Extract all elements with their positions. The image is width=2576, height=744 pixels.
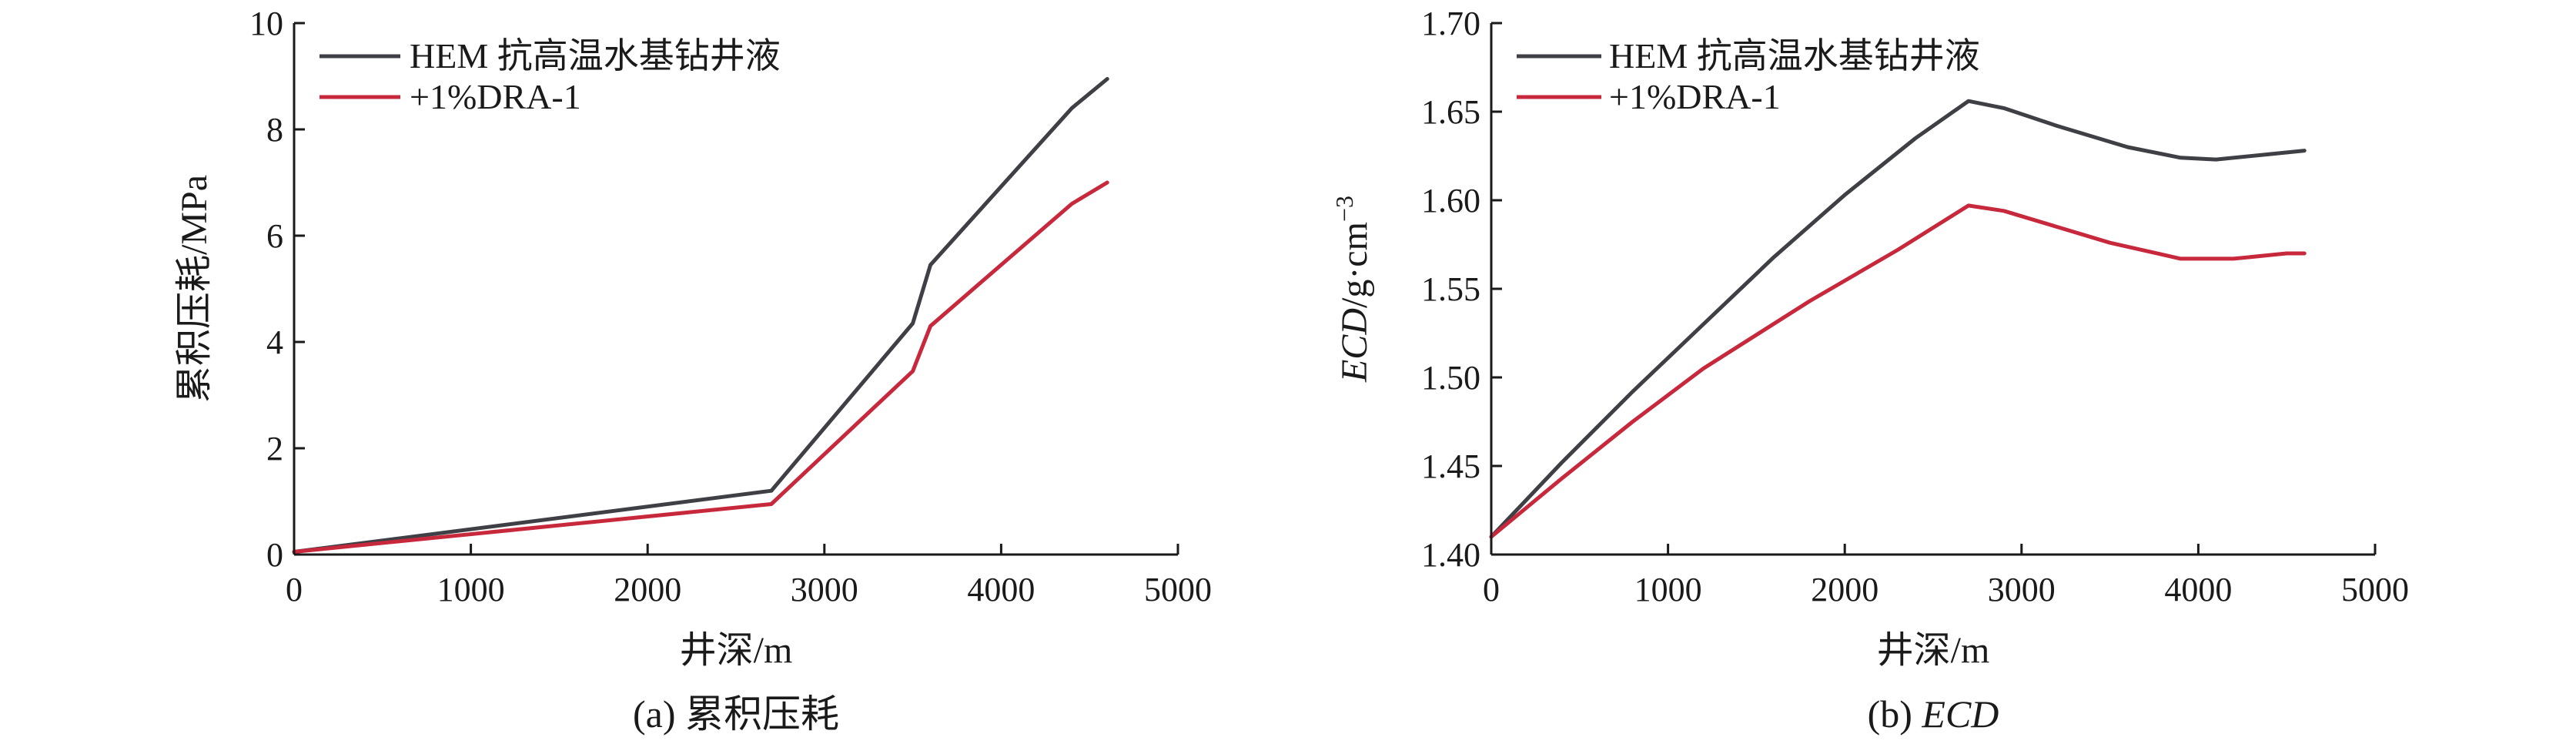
chart-b-y-label-ecd: ECD <box>1334 308 1375 383</box>
chart-a-y-tick-label: 8 <box>266 111 283 149</box>
chart-b-y-label-exponent: −3 <box>1330 196 1358 222</box>
chart-a-x-tick-label: 3000 <box>791 571 858 608</box>
chart-b-x-tick-label: 2000 <box>1811 571 1878 608</box>
chart-a-series-line-dra <box>292 180 1109 554</box>
chart-a-caption: (a) 累积压耗 <box>633 692 839 736</box>
chart-b-caption: (b) ECD <box>1868 692 1999 736</box>
chart-a-legend: HEM 抗高温水基钻井液 +1%DRA-1 <box>319 36 781 116</box>
chart-a-y-tick-label: 0 <box>266 536 283 574</box>
chart-b-x-tick-label: 1000 <box>1634 571 1702 608</box>
chart-a-x-tick-label: 0 <box>286 571 303 608</box>
chart-a-y-tick-label: 4 <box>266 323 283 361</box>
chart-b-y-tick-label: 1.65 <box>1421 93 1480 131</box>
chart-a-x-tick-label: 4000 <box>967 571 1035 608</box>
chart-b-y-tick-label: 1.60 <box>1421 182 1480 220</box>
chart-b-x-label: 井深/m <box>1877 630 1990 671</box>
chart-b-legend: HEM 抗高温水基钻井液 +1%DRA-1 <box>1517 36 1980 116</box>
chart-a-y-ticks: 0 2 4 6 8 10 <box>249 5 305 574</box>
chart-a-x-tick-label: 1000 <box>437 571 505 608</box>
chart-b-series-line-dra <box>1489 203 2307 539</box>
chart-b-y-tick-label: 1.70 <box>1421 5 1480 42</box>
chart-b-y-tick-label: 1.50 <box>1421 359 1480 397</box>
chart-b: 1.40 1.45 1.50 1.55 1.60 1.65 1.70 0 1000 2000 30… <box>1330 5 2409 736</box>
chart-b-caption-prefix: (b) <box>1868 692 1922 736</box>
chart-b-legend-label-dra: +1%DRA-1 <box>1609 77 1781 116</box>
chart-b-y-label-unit: /g·cm <box>1334 222 1375 308</box>
chart-a-y-tick-label: 2 <box>266 430 283 468</box>
chart-b-series <box>1489 99 2307 539</box>
chart-b-y-label: ECD/g·cm−3 <box>1330 196 1375 383</box>
chart-a-x-tick-label: 2000 <box>614 571 681 608</box>
chart-b-x-tick-label: 5000 <box>2341 571 2409 608</box>
chart-a-y-tick-label: 10 <box>249 5 283 42</box>
chart-a-y-tick-label: 6 <box>266 217 283 255</box>
chart-b-y-ticks: 1.40 1.45 1.50 1.55 1.60 1.65 1.70 <box>1421 5 1502 574</box>
chart-a-series-line-hem <box>292 77 1109 554</box>
chart-a-x-tick-label: 5000 <box>1144 571 1212 608</box>
chart-b-y-tick-label: 1.45 <box>1421 447 1480 485</box>
chart-b-y-tick-label: 1.55 <box>1421 270 1480 308</box>
chart-b-legend-label-hem: HEM 抗高温水基钻井液 <box>1609 36 1980 75</box>
chart-b-y-tick-label: 1.40 <box>1421 536 1480 574</box>
chart-a-legend-label-dra: +1%DRA-1 <box>410 77 581 116</box>
chart-b-x-tick-label: 3000 <box>1988 571 2056 608</box>
chart-a-y-label: 累积压耗/MPa <box>174 175 215 403</box>
chart-a-legend-label-hem: HEM 抗高温水基钻井液 <box>410 36 781 75</box>
chart-b-series-line-hem <box>1489 99 2307 539</box>
chart-b-x-tick-label: 0 <box>1483 571 1500 608</box>
chart-a-x-label: 井深/m <box>680 630 793 671</box>
chart-a-series <box>292 77 1109 554</box>
chart-b-caption-ecd: ECD <box>1921 692 1999 736</box>
chart-a-x-ticks: 0 1000 2000 3000 4000 5000 <box>286 544 1212 608</box>
chart-b-x-tick-label: 4000 <box>2164 571 2232 608</box>
chart-a: 0 2 4 6 8 10 0 1000 2000 3000 4000 5000 HEM 抗高温水基钻… <box>174 5 1212 736</box>
chart-b-x-ticks: 0 1000 2000 3000 4000 5000 <box>1483 544 2409 608</box>
